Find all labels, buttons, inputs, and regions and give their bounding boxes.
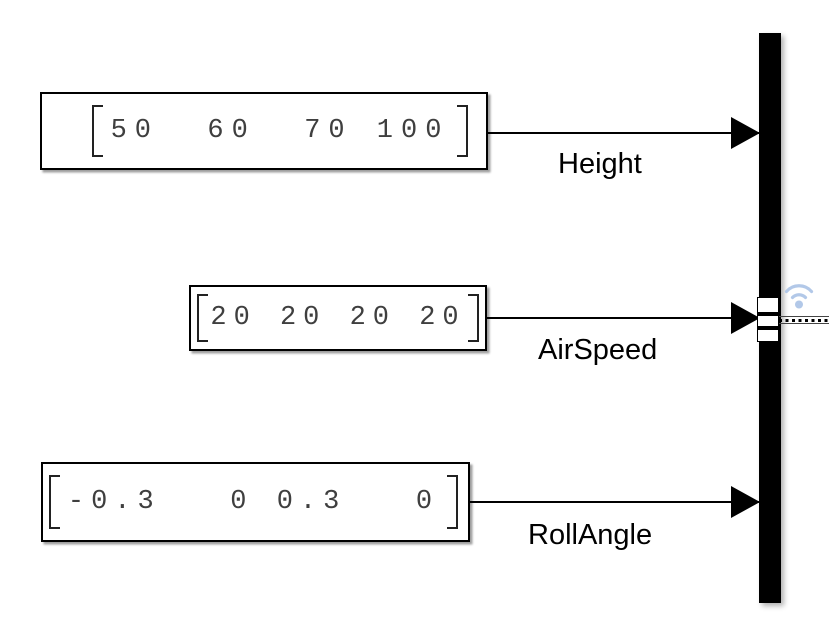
signal-wire-height[interactable]	[488, 132, 760, 134]
vector-bracket-left-icon	[92, 105, 103, 157]
streamed-signal-wire[interactable]	[779, 316, 829, 324]
arrowhead-icon	[731, 117, 760, 149]
dotted-pattern	[779, 318, 829, 322]
signal-wire-rollangle[interactable]	[470, 501, 760, 503]
constant-value-height: 50 60 70 100	[110, 115, 450, 146]
port-stripe	[758, 326, 778, 330]
vector-bracket-right-icon	[467, 294, 479, 342]
constant-block-rollangle[interactable]: -0.3 0 0.3 0	[41, 462, 470, 542]
vector-bracket-left-icon	[49, 475, 60, 529]
arrowhead-icon	[731, 302, 760, 334]
constant-block-airspeed[interactable]: 20 20 20 20	[189, 285, 487, 351]
signal-wire-airspeed[interactable]	[485, 317, 760, 319]
arrowhead-icon	[731, 486, 760, 518]
mux-output-port[interactable]	[757, 297, 779, 342]
constant-value-airspeed: 20 20 20 20	[210, 302, 466, 333]
signal-label-airspeed[interactable]: AirSpeed	[538, 334, 658, 366]
constant-value-rollangle: -0.3 0 0.3 0	[67, 486, 440, 517]
wireless-icon	[784, 284, 814, 309]
vector-bracket-left-icon	[197, 294, 208, 342]
constant-block-height[interactable]: 50 60 70 100	[40, 92, 488, 170]
signal-label-height[interactable]: Height	[558, 148, 642, 180]
vector-bracket-right-icon	[457, 105, 468, 157]
vector-bracket-right-icon	[447, 475, 458, 529]
signal-label-rollangle[interactable]: RollAngle	[528, 519, 653, 551]
port-stripe	[758, 312, 778, 316]
